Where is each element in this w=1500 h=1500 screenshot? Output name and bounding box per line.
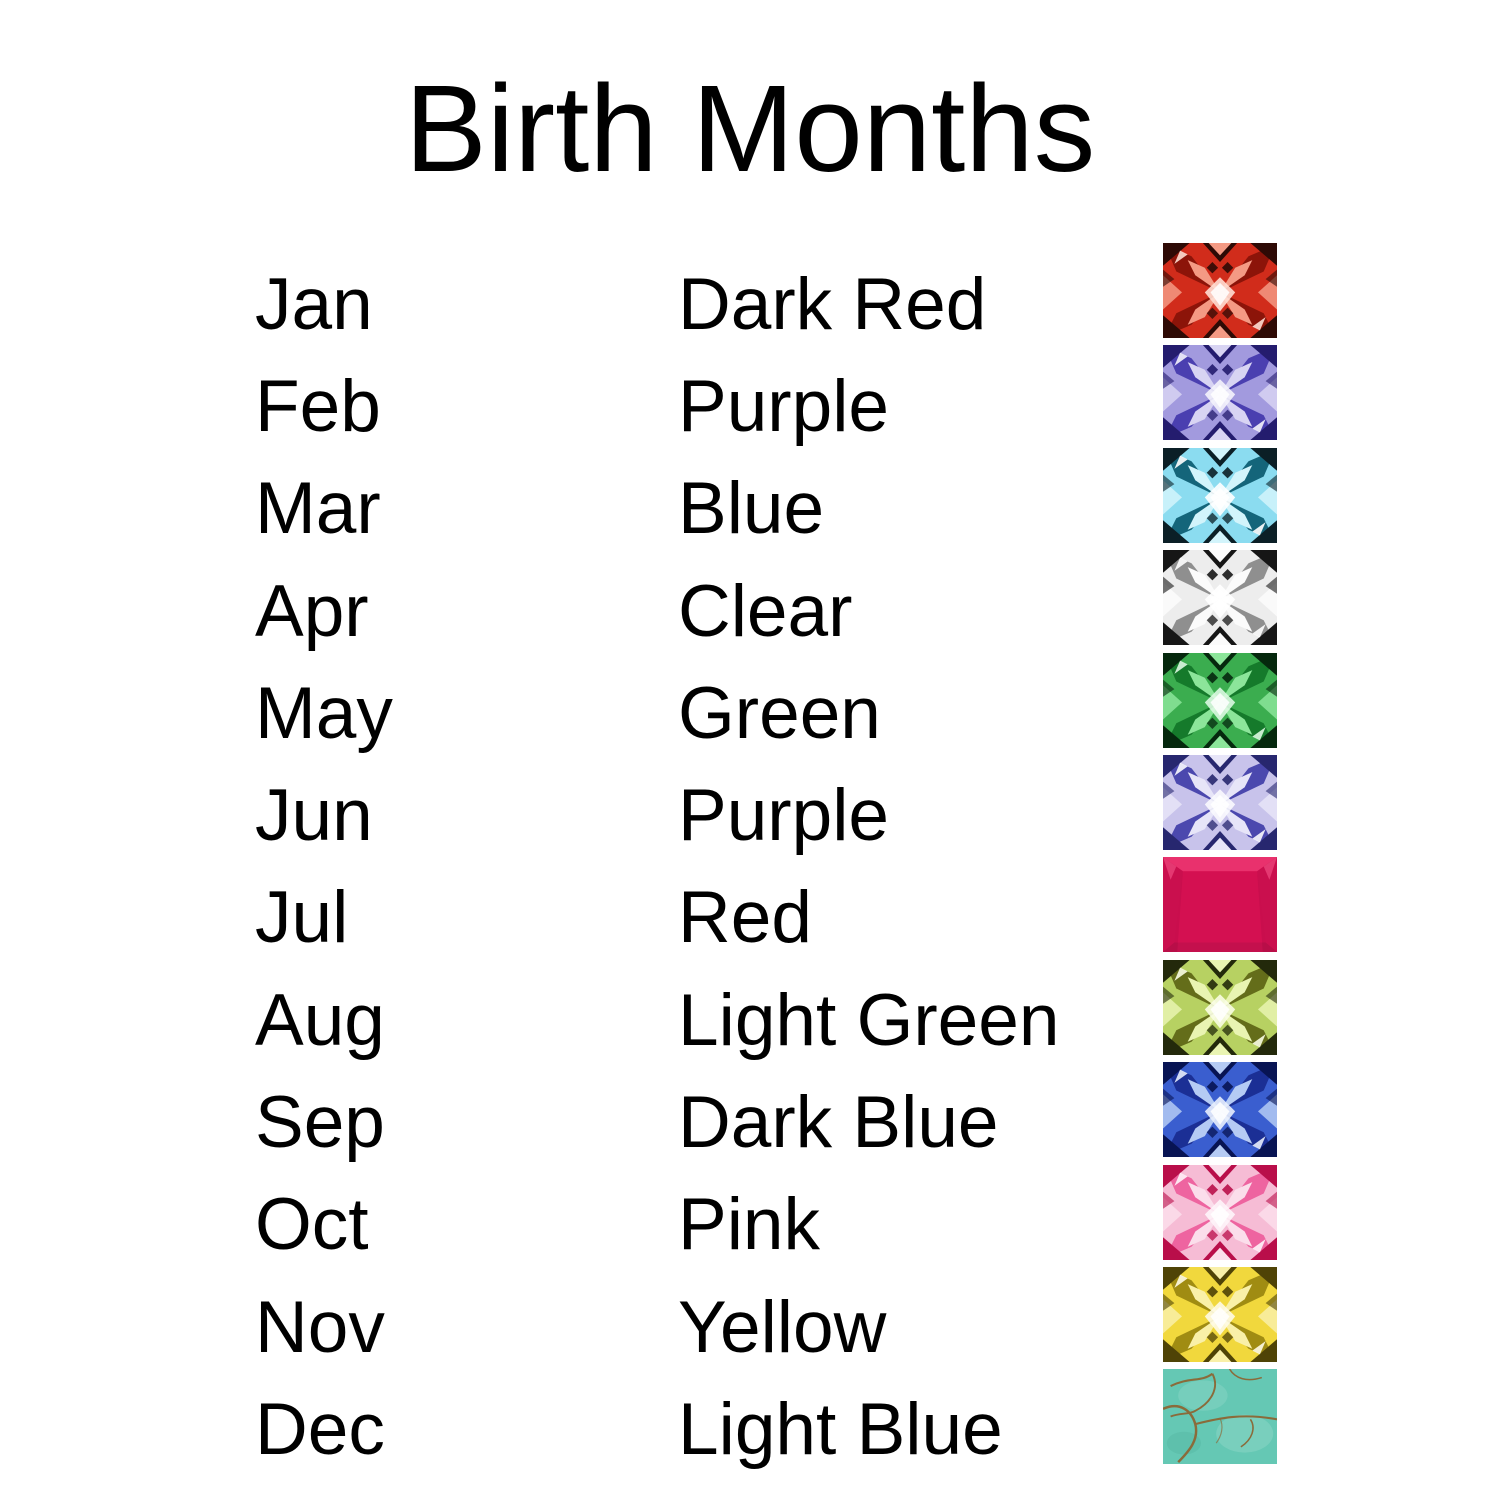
color-label: Blue bbox=[678, 468, 825, 550]
month-label: Feb bbox=[255, 365, 381, 447]
yellow-gem-icon bbox=[1163, 1267, 1277, 1362]
dark-blue-gem-icon bbox=[1163, 1062, 1277, 1157]
month-label: Jun bbox=[255, 775, 373, 857]
color-label: Green bbox=[678, 672, 881, 754]
color-label: Dark Red bbox=[678, 263, 987, 345]
month-label: Jan bbox=[255, 263, 373, 345]
dark-red-gem-icon bbox=[1163, 243, 1277, 338]
color-label: Purple bbox=[678, 365, 890, 447]
month-label: Aug bbox=[255, 979, 385, 1061]
color-label: Light Green bbox=[678, 979, 1060, 1061]
month-column: Jan Feb Mar Apr May Jun Jul Aug Sep Oct Nov Dec bbox=[255, 253, 393, 1481]
month-label: Jul bbox=[255, 877, 349, 959]
month-label: May bbox=[255, 672, 393, 754]
color-label: Red bbox=[678, 877, 812, 959]
pink-gem-icon bbox=[1163, 1165, 1277, 1260]
purple-gem-icon bbox=[1163, 345, 1277, 440]
month-label: Apr bbox=[255, 570, 369, 652]
month-label: Sep bbox=[255, 1082, 385, 1164]
month-label: Dec bbox=[255, 1388, 385, 1470]
clear-gem-icon bbox=[1163, 550, 1277, 645]
light-green-gem-icon bbox=[1163, 960, 1277, 1055]
color-label: Purple bbox=[678, 775, 890, 857]
month-label: Nov bbox=[255, 1286, 385, 1368]
month-label: Mar bbox=[255, 468, 381, 550]
green-gem-icon bbox=[1163, 653, 1277, 748]
light-blue-gem-icon bbox=[1163, 1369, 1277, 1464]
red-gem-icon bbox=[1163, 857, 1277, 952]
blue-gem-icon bbox=[1163, 448, 1277, 543]
color-label: Yellow bbox=[678, 1286, 887, 1368]
color-label: Dark Blue bbox=[678, 1082, 999, 1164]
color-column: Dark Red Purple Blue Clear Green Purple Red Lig… bbox=[678, 253, 1059, 1481]
month-label: Oct bbox=[255, 1184, 369, 1266]
color-label: Clear bbox=[678, 570, 853, 652]
color-label: Light Blue bbox=[678, 1388, 1003, 1470]
page-title: Birth Months bbox=[404, 61, 1096, 198]
gem-column bbox=[1163, 243, 1277, 1472]
color-label: Pink bbox=[678, 1184, 821, 1266]
light-purple-gem-icon bbox=[1163, 755, 1277, 850]
